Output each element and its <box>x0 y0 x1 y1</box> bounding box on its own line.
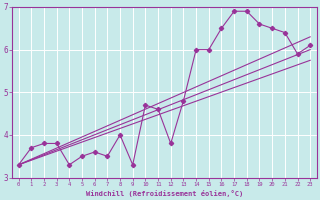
X-axis label: Windchill (Refroidissement éolien,°C): Windchill (Refroidissement éolien,°C) <box>86 190 243 197</box>
